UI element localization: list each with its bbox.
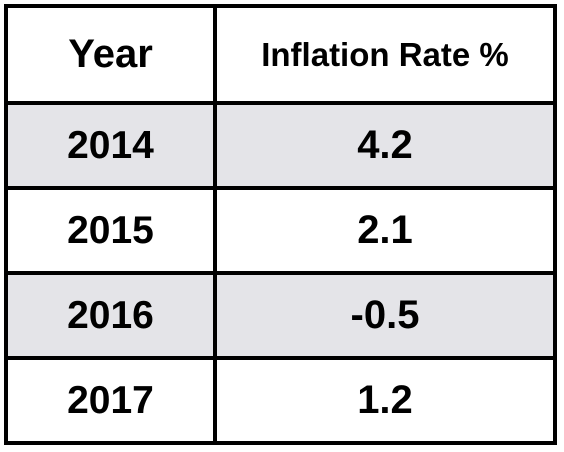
header-inflation-rate: Inflation Rate % xyxy=(213,3,557,106)
table-header-row: Year Inflation Rate % xyxy=(4,3,557,106)
table-body: Year Inflation Rate % 2014 4.2 2015 2.1 2016… xyxy=(4,3,557,445)
cell-year: 2015 xyxy=(4,186,217,276)
cell-year: 2016 xyxy=(4,271,217,361)
cell-inflation-rate: 1.2 xyxy=(213,356,557,445)
cell-inflation-rate: -0.5 xyxy=(213,271,557,361)
table-row: 2017 1.2 xyxy=(4,356,557,445)
header-year: Year xyxy=(4,3,217,106)
inflation-table: Year Inflation Rate % 2014 4.2 2015 2.1 2016… xyxy=(4,3,557,445)
table-row: 2014 4.2 xyxy=(4,101,557,191)
cell-year: 2017 xyxy=(4,356,217,445)
table-row: 2015 2.1 xyxy=(4,186,557,276)
cell-year: 2014 xyxy=(4,101,217,191)
cell-inflation-rate: 2.1 xyxy=(213,186,557,276)
table-row: 2016 -0.5 xyxy=(4,271,557,361)
cell-inflation-rate: 4.2 xyxy=(213,101,557,191)
